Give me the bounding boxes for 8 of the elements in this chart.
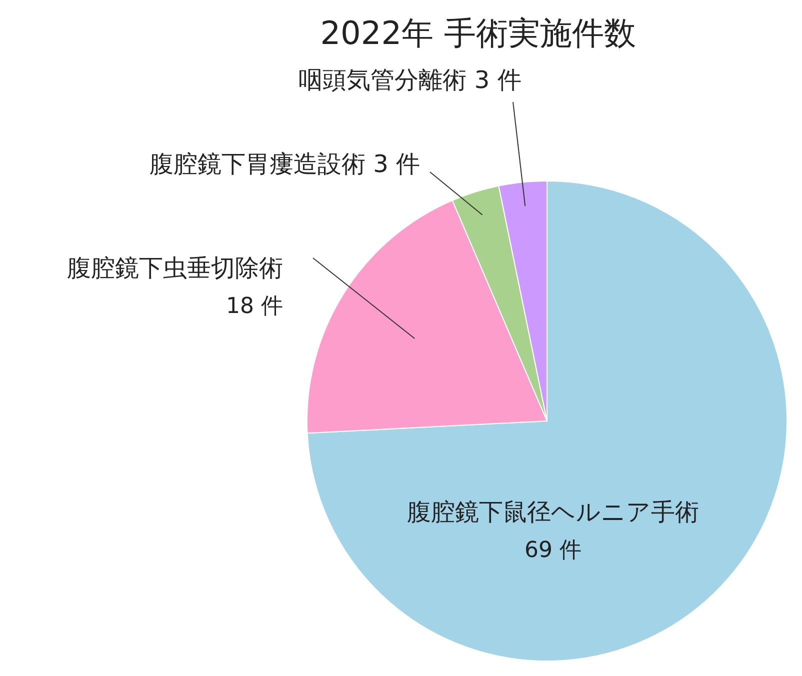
pie-slice [306,180,788,662]
slice-label: 腹腔鏡下胃瘻造設術 3 件 [149,150,420,178]
data-label: 18 件 [226,294,283,319]
slice-label: 咽頭気管分離術 3 件 [298,66,522,94]
chart-title: 2022年 手術実施件数 [320,14,636,52]
slice-label: 腹腔鏡下鼠径ヘルニア手術 [407,498,699,526]
slice-label: 腹腔鏡下虫垂切除術 [67,254,283,282]
data-label: 69 件 [524,538,582,563]
